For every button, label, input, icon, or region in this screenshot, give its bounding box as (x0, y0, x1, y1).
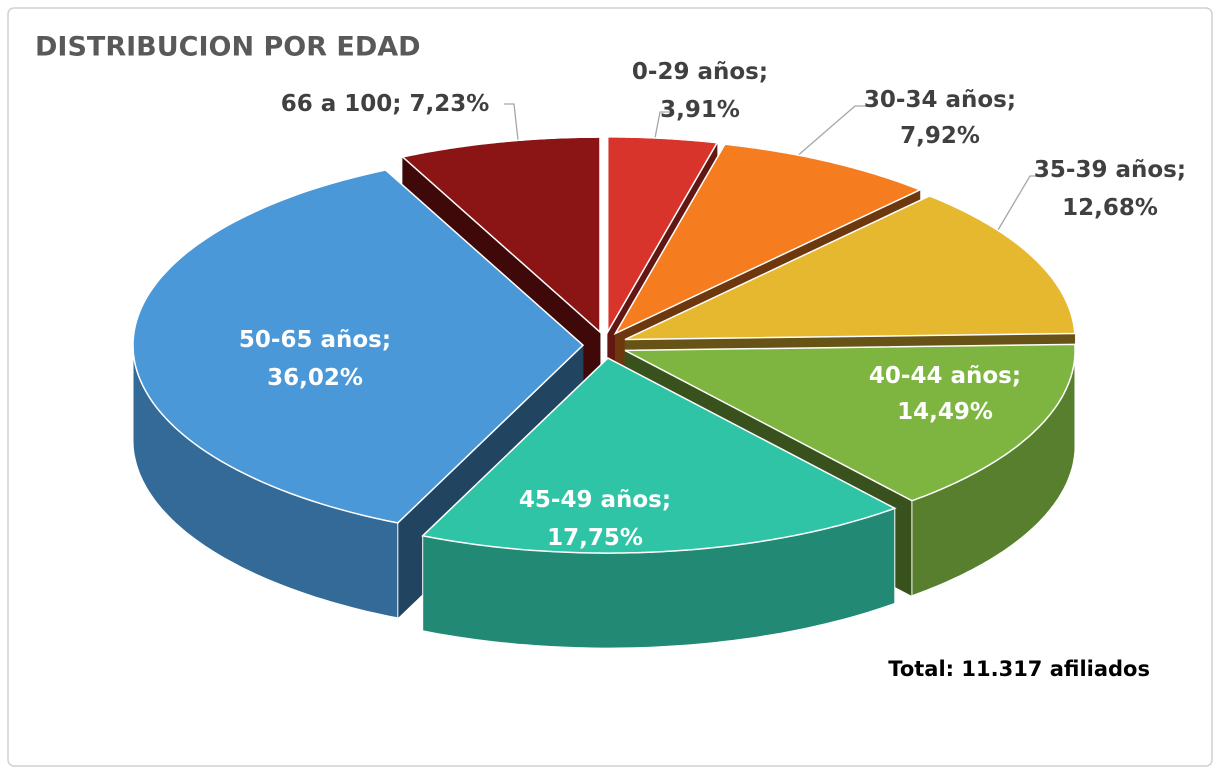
leader-line (654, 111, 672, 139)
label-value: 14,49% (897, 399, 993, 425)
data-label: 45-49 años; 17,75% (519, 487, 671, 551)
chart-title: DISTRIBUCION POR EDAD (35, 32, 421, 63)
annotation: Total: 11.317 afiliados (888, 657, 1150, 681)
data-label: 30-34 años; 7,92% (864, 87, 1016, 149)
leader-line (794, 105, 867, 159)
label-value: 3,91% (660, 97, 740, 123)
label-value: 7,23% (409, 91, 489, 117)
label-category: 66 a 100; (281, 91, 402, 117)
label-category: 40-44 años; (869, 363, 1021, 389)
slice (613, 143, 922, 336)
label-category: 50-65 años; (239, 327, 391, 353)
leader-line (994, 175, 1042, 236)
data-label: 35-39 años; 12,68% (1034, 157, 1186, 221)
label-category: 0-29 años; (632, 59, 768, 85)
data-label: 40-44 años; 14,49% (869, 363, 1021, 425)
data-label: 66 a 100; 7,23% (281, 91, 490, 117)
label-category: 45-49 años; (519, 487, 671, 513)
label-value: 12,68% (1062, 195, 1158, 221)
data-label: 50-65 años; 36,02% (239, 327, 391, 391)
leader-line (504, 103, 519, 141)
label-value: 7,92% (900, 123, 980, 149)
label-value: 36,02% (267, 365, 363, 391)
slice (624, 343, 1076, 502)
slice (606, 136, 719, 335)
label-category: 30-34 años; (864, 87, 1016, 113)
data-labels: 0-29 años; 3,91% 30-34 años; 7,92% 35-39 año… (239, 59, 1186, 551)
label-category: 35-39 años; (1034, 157, 1186, 183)
slice (132, 169, 585, 524)
slice (400, 136, 601, 334)
label-value: 17,75% (547, 525, 643, 551)
slice-tops (132, 136, 1076, 554)
slice (624, 195, 1076, 341)
data-label: 0-29 años; 3,91% (632, 59, 768, 123)
leader-lines (504, 103, 1042, 236)
slice (421, 357, 897, 554)
